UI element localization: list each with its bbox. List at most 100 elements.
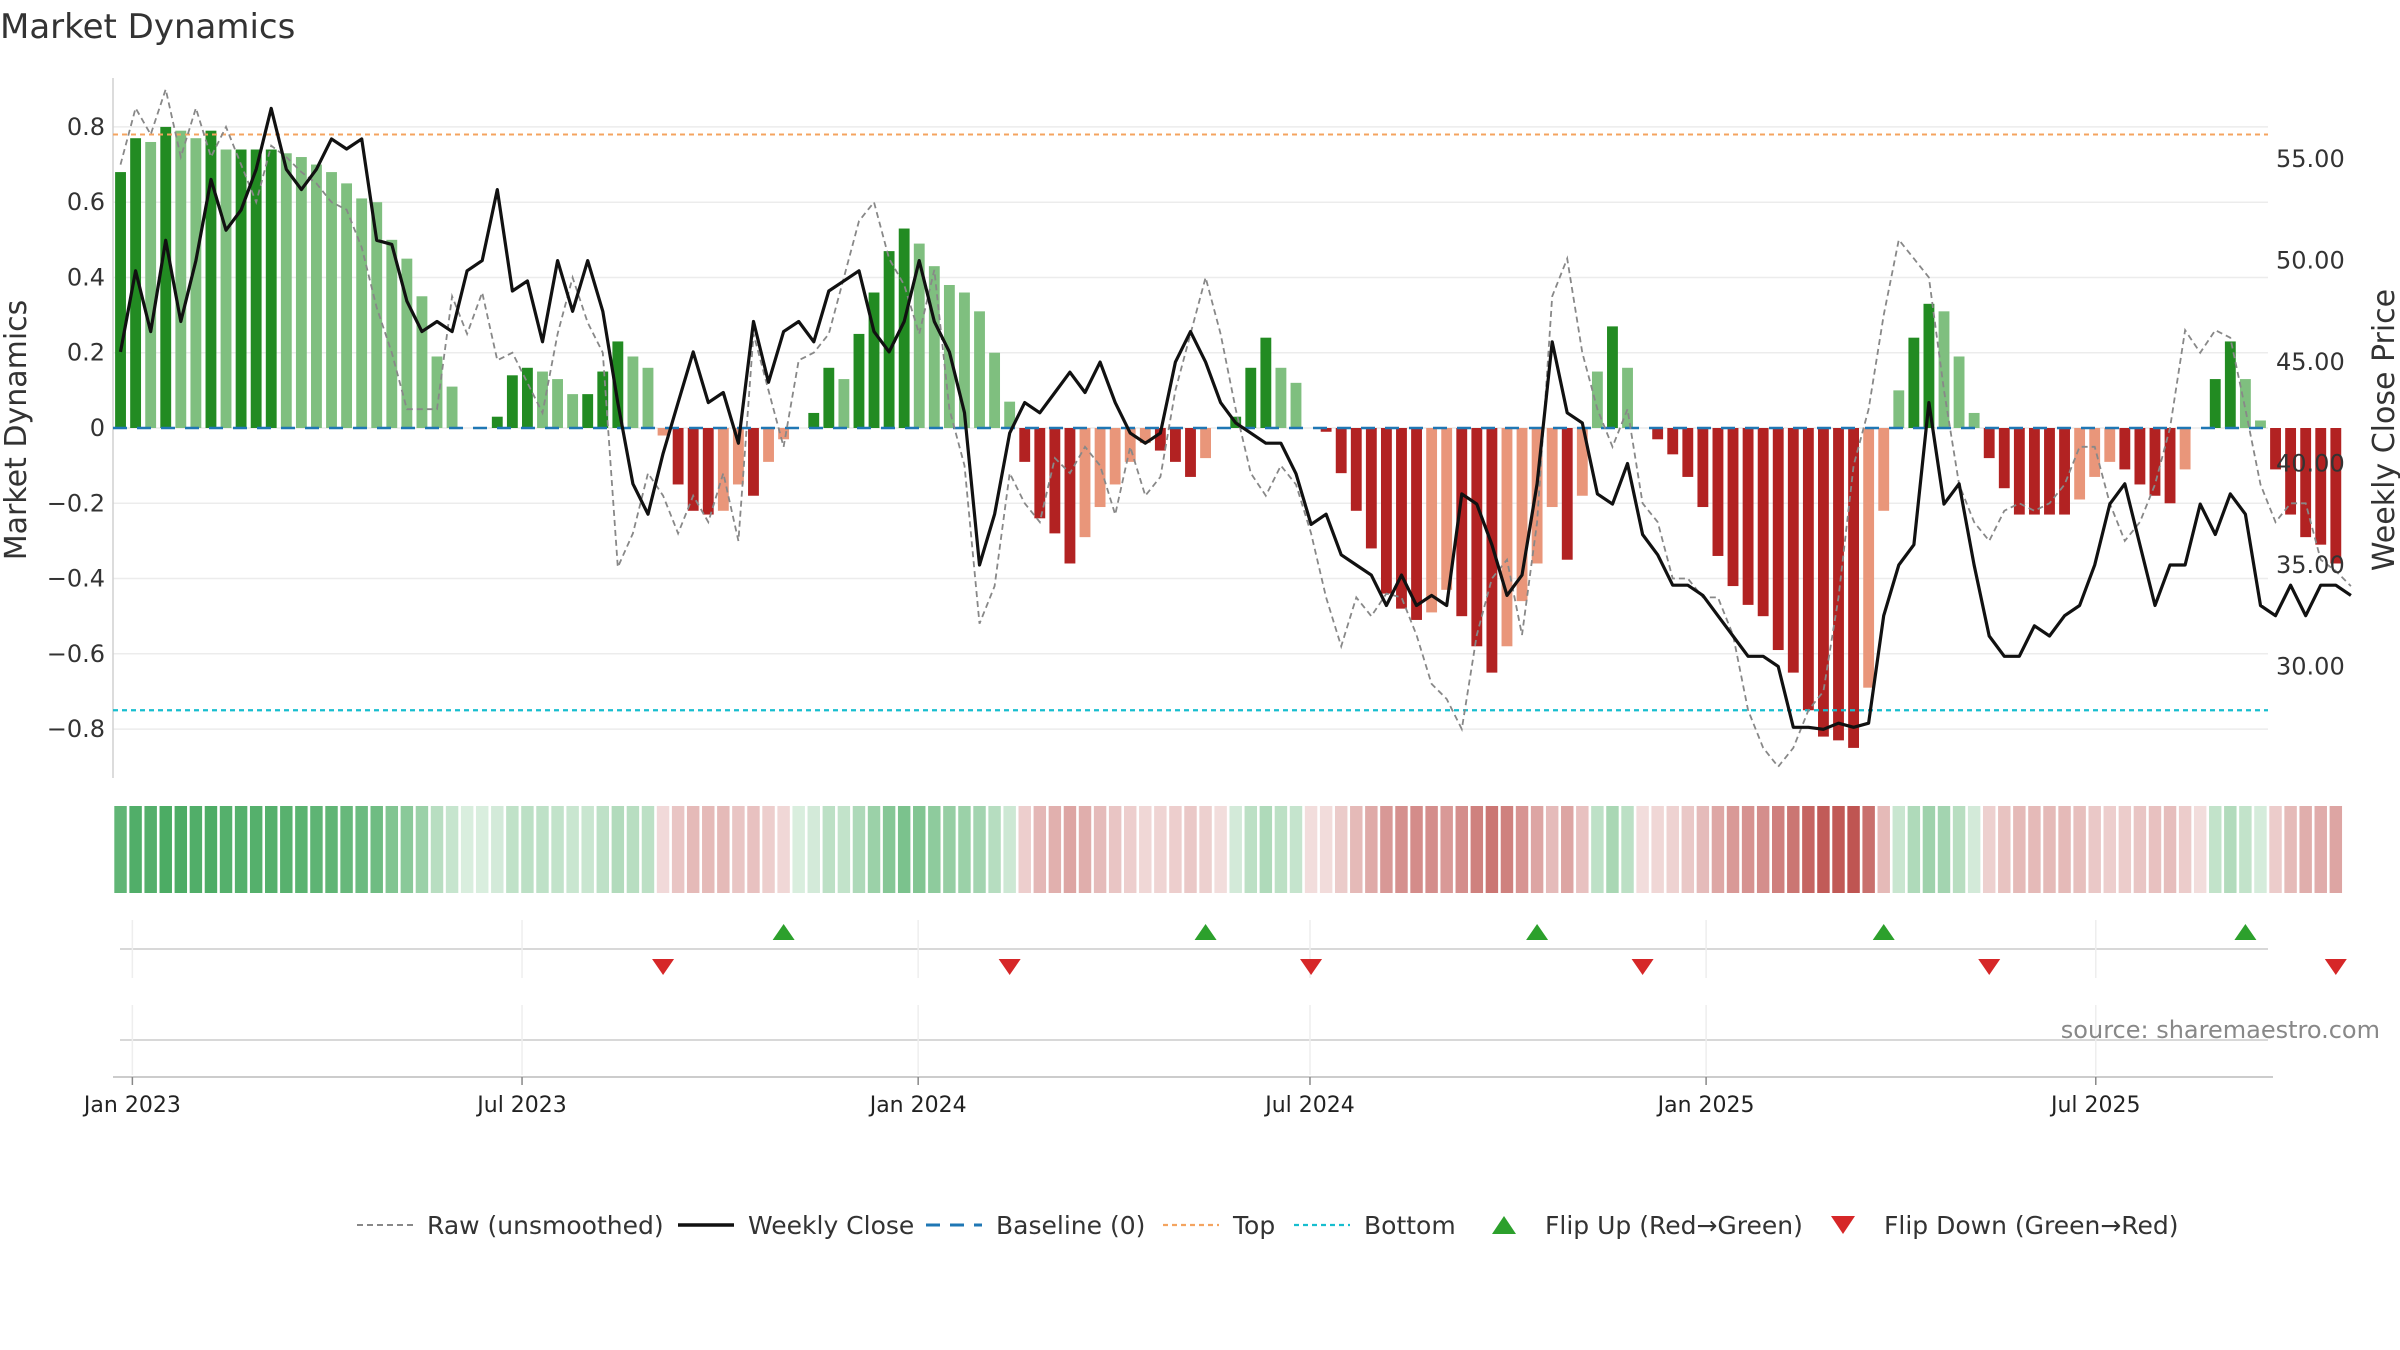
dynamics-bar <box>1049 428 1061 534</box>
strip-cell <box>189 806 203 893</box>
strip-cell <box>837 806 851 893</box>
weekly-close-line <box>118 106 2352 731</box>
strip-cell <box>1802 806 1815 893</box>
dynamics-bar <box>702 428 714 515</box>
dynamics-bar <box>446 386 458 428</box>
dynamics-bar <box>1064 428 1076 564</box>
strip-cell <box>475 806 489 893</box>
dynamics-bar <box>190 138 202 428</box>
strip-cell <box>1350 806 1363 893</box>
dynamics-bar <box>2224 341 2236 428</box>
dynamics-bar <box>868 292 880 428</box>
dynamics-bar <box>1516 428 1528 602</box>
dynamics-bar <box>1953 356 1965 428</box>
legend: Raw (unsmoothed) Weekly Close Baseline (0)… <box>357 1211 2179 1240</box>
dynamics-bar <box>1848 428 1860 748</box>
dynamics-bar <box>552 379 563 428</box>
dynamics-bar <box>1290 382 1302 428</box>
strip-cell <box>1199 806 1212 893</box>
dynamics-bar <box>838 379 850 428</box>
dynamics-bar <box>2285 428 2297 515</box>
dynamics-bar <box>1426 428 1438 613</box>
dynamics-bar <box>853 333 865 428</box>
dynamics-bar <box>1004 401 1016 428</box>
dynamics-bars <box>115 126 2342 748</box>
strip-cell <box>114 806 127 893</box>
dynamics-bar <box>2149 428 2161 496</box>
strip-cell <box>1862 806 1875 893</box>
dynamics-bar <box>2119 428 2131 470</box>
dynamics-bar <box>612 341 624 428</box>
strip-cell <box>1576 806 1589 893</box>
strip-cell <box>1561 806 1574 893</box>
strip-cell <box>1003 806 1016 893</box>
dynamics-bar <box>1531 428 1543 564</box>
dynamics-bar <box>763 428 774 462</box>
strip-cell <box>1922 806 1936 893</box>
strip-cell <box>1395 806 1408 893</box>
strip-cell <box>2058 806 2071 893</box>
flip-signal-panel <box>120 920 2347 978</box>
strip-cell <box>1289 806 1303 893</box>
flip-up-marker <box>2234 924 2257 940</box>
dynamics-bar <box>537 371 548 428</box>
strip-cell <box>1063 806 1077 893</box>
dynamics-bar <box>898 228 910 428</box>
strip-cell <box>2013 806 2026 893</box>
dynamics-bar <box>145 141 157 428</box>
strip-cell <box>1033 806 1047 893</box>
strip-cell <box>1365 806 1378 893</box>
dynamics-bar <box>1818 428 1829 737</box>
dynamics-bar <box>1094 428 1106 508</box>
dynamics-bar <box>1396 428 1407 609</box>
dynamics-bar <box>311 164 322 428</box>
legend-label: Bottom <box>1364 1211 1456 1240</box>
dynamics-bar <box>1546 428 1558 508</box>
dynamics-bar <box>582 394 594 428</box>
strip-cell <box>596 806 609 893</box>
strip-cell <box>1591 806 1604 893</box>
strip-cell <box>340 806 353 893</box>
dynamics-bar <box>2315 428 2327 545</box>
dynamics-bar <box>597 371 609 428</box>
right-tick-label: 45.00 <box>2276 348 2345 376</box>
flip-up-marker <box>772 924 795 940</box>
right-tick-label: 50.00 <box>2276 247 2345 275</box>
dynamics-bar <box>1591 371 1603 428</box>
strip-cell <box>249 806 263 893</box>
dynamics-bar <box>416 296 428 428</box>
x-axis-ticks: Jan 2023 Jul 2023 Jan 2024 Jul 2024 Jan 2025… <box>82 1077 2141 1118</box>
dynamics-bar <box>1170 428 1181 462</box>
strip-cell <box>1772 806 1785 893</box>
flip-up-marker <box>1526 924 1549 940</box>
strip-cell <box>897 806 911 893</box>
strip-cell <box>551 806 564 893</box>
dynamics-bar <box>627 356 639 428</box>
strip-cell <box>1515 806 1529 893</box>
dynamics-bar <box>1576 428 1588 496</box>
flip-down-marker <box>1300 959 1323 975</box>
strip-cell <box>430 806 444 893</box>
dynamics-bar <box>1154 428 1166 451</box>
raw-line-path <box>119 85 2352 769</box>
strip-cell <box>1937 806 1951 893</box>
left-tick-label: −0.4 <box>47 565 105 593</box>
dynamics-bar <box>2270 428 2281 470</box>
dynamics-bar <box>642 367 654 428</box>
dynamics-bar <box>205 130 217 428</box>
dynamics-bar <box>1350 428 1362 511</box>
left-tick-label: −0.6 <box>47 640 105 668</box>
strip-cell <box>1982 806 1996 893</box>
dynamics-bar <box>672 428 684 485</box>
left-axis-ticks: 0.8 0.6 0.4 0.2 0 −0.2 −0.4 −0.6 −0.8 <box>47 113 105 743</box>
strip-cell <box>1696 806 1710 893</box>
strip-cell <box>355 806 368 893</box>
strip-cell <box>1154 806 1167 893</box>
dynamics-bar <box>2074 428 2086 500</box>
right-tick-label: 30.00 <box>2276 652 2345 680</box>
dynamics-bar <box>928 266 940 428</box>
dynamics-bar <box>808 412 820 428</box>
x-tick-label: Jul 2024 <box>1263 1093 1355 1118</box>
strip-cell <box>536 806 549 893</box>
